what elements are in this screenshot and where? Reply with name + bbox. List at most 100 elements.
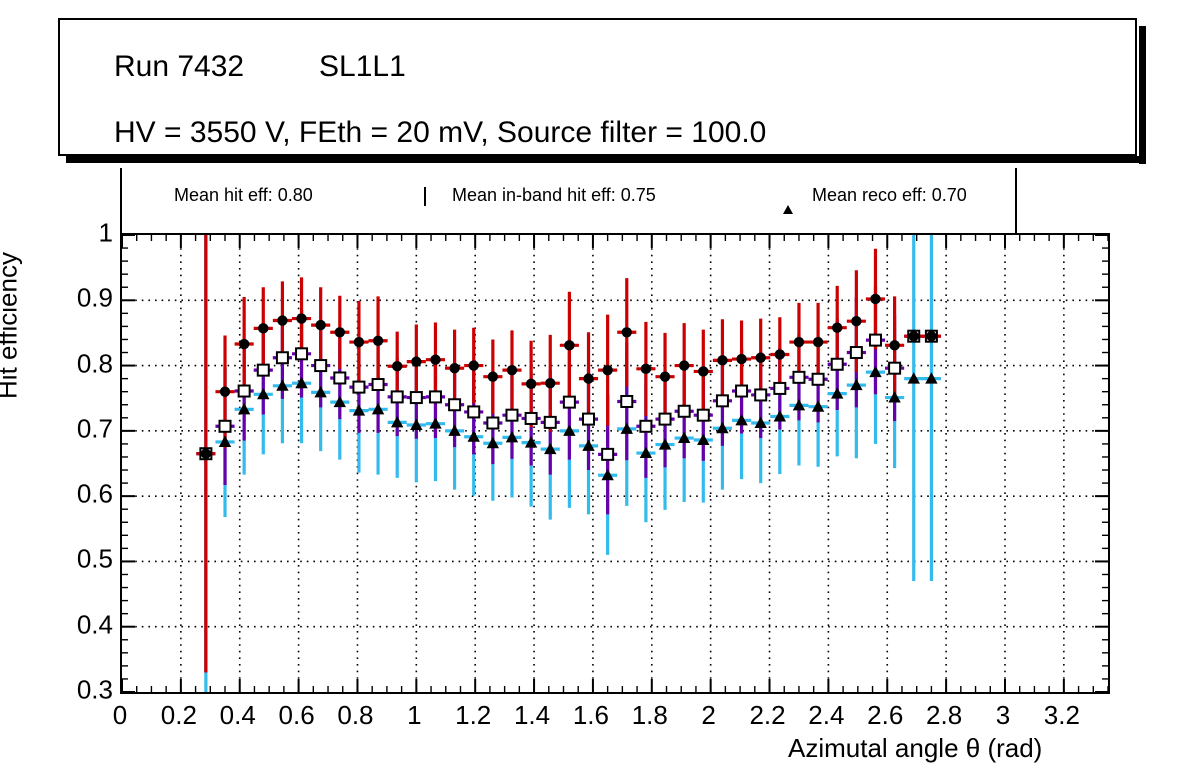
x-axis-label: Azimutal angle θ (rad) <box>788 733 1043 763</box>
data-point-marker <box>411 356 422 367</box>
data-point-marker <box>524 411 538 425</box>
data-point-marker <box>543 415 557 429</box>
data-point-marker <box>353 336 365 348</box>
data-point-marker <box>486 436 500 449</box>
data-point-marker <box>621 327 632 338</box>
data-point-marker <box>430 354 441 365</box>
title-box-shadow-right <box>1139 26 1146 164</box>
title-line-settings: HV = 3550 V, FEth = 20 mV, Source filter… <box>114 116 767 149</box>
data-point-marker <box>429 417 442 429</box>
x-tick-label: 1.2 <box>455 700 492 730</box>
data-point-marker <box>620 422 633 434</box>
data-point-marker <box>869 365 882 378</box>
data-point-marker <box>409 391 423 405</box>
data-point-marker <box>525 378 537 390</box>
data-point-marker <box>889 340 900 351</box>
data-point-marker <box>832 322 843 333</box>
data-point-marker <box>524 436 538 448</box>
data-point-marker <box>218 419 232 433</box>
x-tick-label: 2.4 <box>808 700 845 730</box>
data-point-marker <box>677 431 691 444</box>
filled-triangle-icon <box>782 188 796 214</box>
y-tick-label: 0.8 <box>76 348 113 379</box>
x-tick-label: 2.2 <box>749 700 786 730</box>
data-point-marker <box>870 293 881 305</box>
legend-label-reco-eff: Mean reco eff: 0.70 <box>812 184 967 205</box>
data-point-marker <box>601 468 614 481</box>
data-point-marker <box>562 395 576 409</box>
data-point-marker <box>601 447 615 461</box>
data-point-marker <box>812 336 824 348</box>
plot-area <box>122 235 1108 692</box>
legend-item-reco-eff[interactable]: Mean reco eff: 0.70 <box>782 182 967 214</box>
data-point-marker <box>716 421 729 434</box>
data-point-marker <box>334 327 346 338</box>
data-point-marker <box>639 446 653 459</box>
data-point-marker <box>736 353 747 365</box>
data-point-marker <box>583 373 594 384</box>
data-point-marker <box>257 387 270 400</box>
y-axis-ticks: 0.3 0.4 0.5 0.6 0.7 0.8 0.9 1 <box>0 0 113 772</box>
data-point-marker <box>314 359 328 373</box>
data-point-marker <box>773 381 787 395</box>
data-point-marker <box>659 371 671 382</box>
data-point-marker <box>295 347 309 361</box>
data-point-marker <box>925 372 938 384</box>
data-point-marker <box>717 355 728 366</box>
data-point-marker <box>371 402 385 415</box>
data-point-marker <box>811 372 825 386</box>
data-point-marker <box>410 418 423 430</box>
legend: Mean hit eff: 0.80 Mean in-band hit eff:… <box>120 168 1017 233</box>
x-tick-label: 0.2 <box>160 700 197 730</box>
data-layer <box>196 235 941 692</box>
x-tick-label: 0 <box>112 700 128 730</box>
data-point-marker <box>563 424 576 436</box>
data-point-marker <box>564 340 575 351</box>
x-tick-label: 1.6 <box>572 700 609 730</box>
data-point-marker <box>907 372 920 384</box>
data-point-marker <box>277 315 288 326</box>
data-point-marker <box>467 405 481 419</box>
x-tick-label: 2.8 <box>926 700 963 730</box>
x-tick-label: 1 <box>407 700 422 730</box>
data-point-marker <box>774 349 786 360</box>
data-point-marker <box>448 398 462 412</box>
data-point-marker <box>448 424 461 436</box>
x-tick-label: 0.6 <box>278 700 315 730</box>
x-tick-label: 0.4 <box>219 700 256 730</box>
data-point-marker <box>888 391 901 403</box>
data-point-marker <box>276 379 289 391</box>
x-tick-label: 1.4 <box>513 700 551 730</box>
data-point-marker <box>849 346 863 360</box>
data-point-marker <box>888 361 902 375</box>
data-point-marker <box>582 439 595 451</box>
y-tick-label: 0.6 <box>76 478 113 509</box>
data-point-marker <box>715 394 729 408</box>
data-point-marker <box>831 387 844 399</box>
x-tick-label: 1.8 <box>631 700 668 730</box>
data-point-marker <box>735 384 749 398</box>
legend-item-hit-eff[interactable]: Mean hit eff: 0.80 <box>144 182 313 208</box>
legend-item-inband-eff[interactable]: Mean in-band hit eff: 0.75 <box>422 182 656 208</box>
data-point-marker <box>315 319 326 331</box>
data-point-marker <box>218 435 232 447</box>
data-point-marker <box>237 384 251 398</box>
data-point-marker <box>830 357 844 371</box>
y-axis-label: Hit efficiency <box>0 252 23 399</box>
data-point-marker <box>505 430 519 443</box>
grid-layer <box>122 235 1108 692</box>
data-point-marker <box>754 416 767 429</box>
data-point-marker <box>275 351 289 365</box>
data-point-marker <box>792 370 806 384</box>
data-point-marker <box>296 313 307 324</box>
title-run-label: Run 7432 <box>114 50 245 83</box>
data-point-marker <box>468 360 479 371</box>
data-point-marker <box>219 386 231 397</box>
data-point-marker <box>658 438 672 450</box>
data-point-marker <box>677 404 691 418</box>
data-point-marker <box>506 364 518 376</box>
data-point-marker <box>237 402 251 415</box>
data-point-marker <box>505 408 519 422</box>
data-point-marker <box>449 362 460 374</box>
x-tick-label: 0.8 <box>337 700 374 730</box>
